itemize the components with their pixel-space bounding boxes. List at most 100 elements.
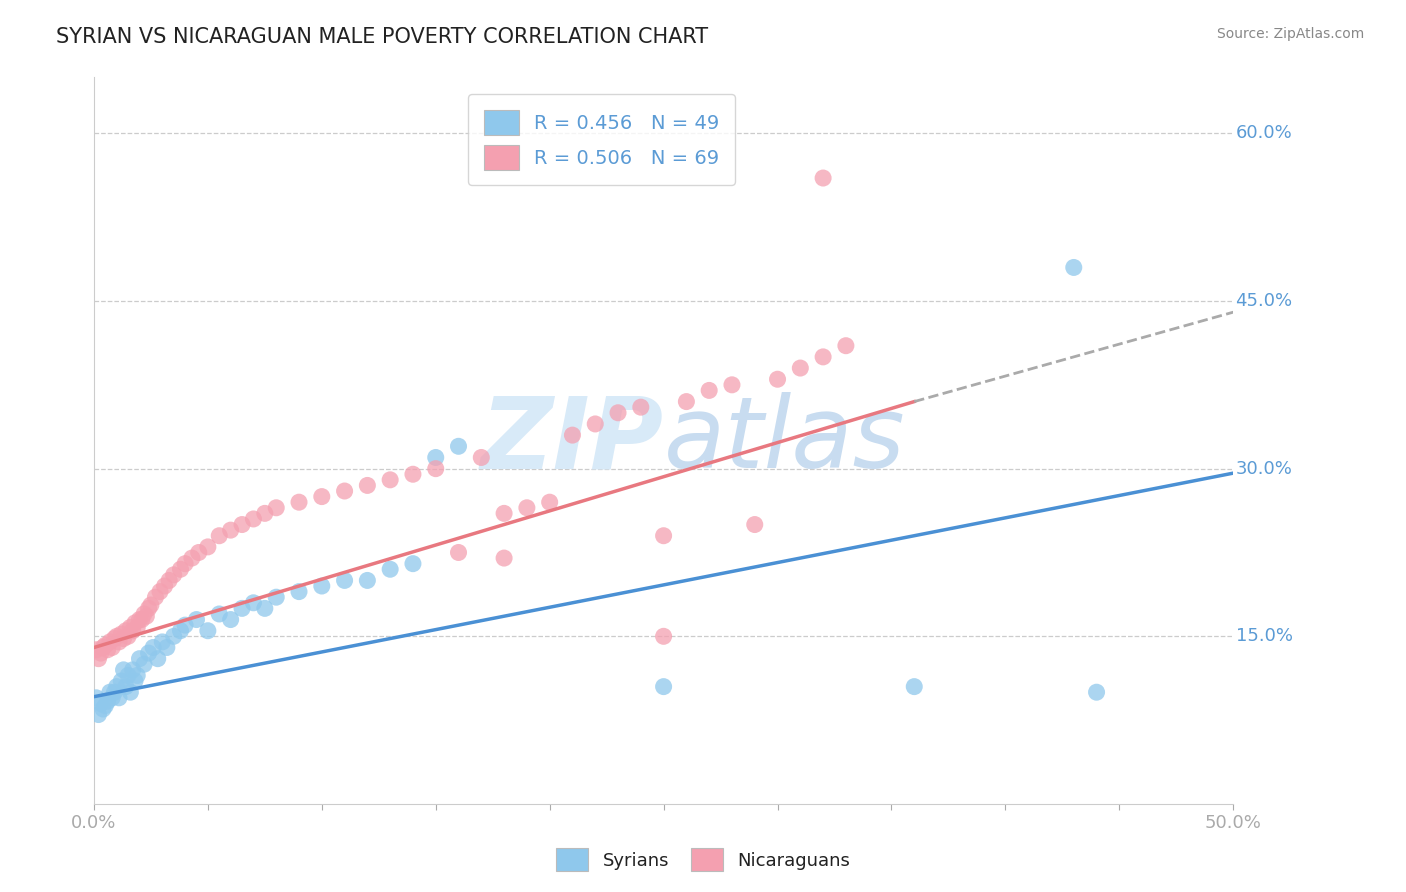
Point bbox=[180, 551, 202, 566]
Point bbox=[138, 601, 160, 615]
Point bbox=[127, 668, 149, 682]
Point bbox=[90, 697, 112, 711]
Point bbox=[110, 627, 132, 641]
Point bbox=[811, 171, 834, 186]
Point bbox=[652, 629, 675, 643]
Point bbox=[1063, 260, 1085, 275]
Point bbox=[117, 629, 139, 643]
Point bbox=[378, 473, 401, 487]
Point bbox=[120, 620, 142, 634]
Point bbox=[120, 685, 142, 699]
Point bbox=[153, 579, 176, 593]
Point bbox=[630, 400, 652, 414]
Point bbox=[91, 702, 114, 716]
Point bbox=[356, 574, 378, 588]
Point bbox=[132, 607, 155, 621]
Point bbox=[108, 635, 131, 649]
Point bbox=[139, 598, 162, 612]
Point bbox=[766, 372, 789, 386]
Point bbox=[87, 651, 110, 665]
Point bbox=[84, 642, 107, 657]
Point bbox=[108, 690, 131, 705]
Point bbox=[97, 694, 120, 708]
Point bbox=[101, 690, 124, 705]
Point bbox=[242, 512, 264, 526]
Point bbox=[127, 620, 149, 634]
Point bbox=[128, 613, 150, 627]
Point bbox=[105, 629, 128, 643]
Point bbox=[90, 646, 112, 660]
Point bbox=[402, 467, 425, 482]
Point bbox=[288, 495, 311, 509]
Point bbox=[652, 680, 675, 694]
Point bbox=[721, 377, 744, 392]
Point bbox=[124, 615, 146, 630]
Point bbox=[231, 517, 253, 532]
Text: 30.0%: 30.0% bbox=[1236, 459, 1292, 477]
Point bbox=[583, 417, 606, 431]
Point bbox=[494, 551, 516, 566]
Point bbox=[561, 428, 583, 442]
Point bbox=[447, 439, 470, 453]
Point bbox=[145, 591, 167, 605]
Point bbox=[142, 640, 165, 655]
Point bbox=[110, 673, 132, 688]
Point bbox=[94, 638, 117, 652]
Point bbox=[219, 613, 242, 627]
Text: ZIP: ZIP bbox=[481, 392, 664, 489]
Point bbox=[208, 607, 231, 621]
Point bbox=[169, 624, 191, 638]
Point bbox=[84, 690, 107, 705]
Point bbox=[789, 361, 811, 376]
Point bbox=[128, 651, 150, 665]
Point bbox=[138, 646, 160, 660]
Point bbox=[744, 517, 766, 532]
Point bbox=[538, 495, 561, 509]
Point bbox=[219, 523, 242, 537]
Point bbox=[121, 624, 143, 638]
Legend: R = 0.456   N = 49, R = 0.506   N = 69: R = 0.456 N = 49, R = 0.506 N = 69 bbox=[468, 95, 735, 186]
Point bbox=[98, 635, 121, 649]
Point bbox=[117, 668, 139, 682]
Text: 45.0%: 45.0% bbox=[1236, 292, 1292, 310]
Point bbox=[378, 562, 401, 576]
Point bbox=[242, 596, 264, 610]
Point bbox=[149, 584, 172, 599]
Point bbox=[425, 450, 447, 465]
Point bbox=[163, 567, 186, 582]
Point bbox=[333, 574, 356, 588]
Point bbox=[103, 632, 125, 646]
Point bbox=[131, 613, 153, 627]
Point bbox=[675, 394, 697, 409]
Point bbox=[98, 685, 121, 699]
Point bbox=[516, 500, 538, 515]
Point bbox=[811, 350, 834, 364]
Point bbox=[425, 461, 447, 475]
Text: atlas: atlas bbox=[664, 392, 905, 489]
Point bbox=[903, 680, 925, 694]
Point bbox=[97, 642, 120, 657]
Point bbox=[264, 591, 287, 605]
Text: SYRIAN VS NICARAGUAN MALE POVERTY CORRELATION CHART: SYRIAN VS NICARAGUAN MALE POVERTY CORREL… bbox=[56, 27, 709, 46]
Point bbox=[356, 478, 378, 492]
Point bbox=[1085, 685, 1108, 699]
Point bbox=[253, 507, 276, 521]
Point bbox=[124, 673, 146, 688]
Point bbox=[197, 624, 219, 638]
Point bbox=[264, 500, 287, 515]
Text: 60.0%: 60.0% bbox=[1236, 124, 1292, 143]
Point bbox=[447, 545, 470, 559]
Point bbox=[94, 698, 117, 713]
Point bbox=[121, 663, 143, 677]
Point bbox=[208, 529, 231, 543]
Point bbox=[87, 707, 110, 722]
Point bbox=[101, 640, 124, 655]
Legend: Syrians, Nicaraguans: Syrians, Nicaraguans bbox=[548, 841, 858, 879]
Point bbox=[156, 640, 179, 655]
Point bbox=[114, 624, 136, 638]
Point bbox=[135, 609, 157, 624]
Point bbox=[169, 562, 191, 576]
Point bbox=[607, 406, 630, 420]
Point bbox=[311, 490, 333, 504]
Point bbox=[253, 601, 276, 615]
